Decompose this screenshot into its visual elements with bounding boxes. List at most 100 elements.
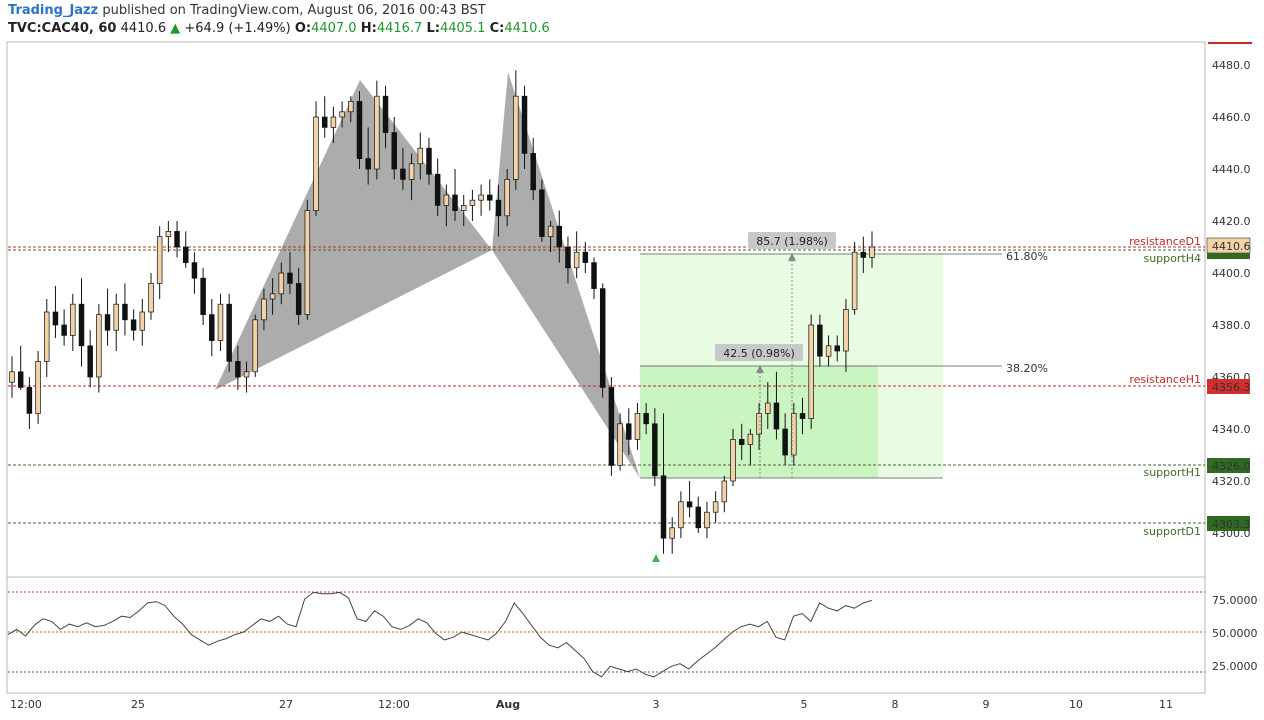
candle[interactable] bbox=[652, 423, 658, 477]
rsi-line[interactable] bbox=[7, 591, 873, 678]
price-axis[interactable]: 4480.0 4460.0 4440.0 4420.0 4400.0 4380.… bbox=[1212, 59, 1251, 540]
candle[interactable] bbox=[330, 116, 337, 128]
candle[interactable] bbox=[808, 324, 814, 419]
candle[interactable] bbox=[521, 95, 528, 154]
candle[interactable] bbox=[226, 303, 232, 362]
candle[interactable] bbox=[139, 311, 146, 331]
candle[interactable] bbox=[261, 298, 267, 321]
candle[interactable] bbox=[9, 371, 15, 383]
candle[interactable] bbox=[217, 303, 224, 341]
candle[interactable] bbox=[52, 311, 59, 326]
candle[interactable] bbox=[539, 189, 545, 237]
candle[interactable] bbox=[460, 205, 467, 211]
candle[interactable] bbox=[400, 168, 406, 180]
candle[interactable] bbox=[87, 345, 93, 378]
candle[interactable] bbox=[678, 501, 684, 529]
candle[interactable] bbox=[643, 413, 649, 425]
candle[interactable] bbox=[104, 314, 111, 331]
candle[interactable] bbox=[634, 413, 641, 440]
candle[interactable] bbox=[478, 194, 484, 201]
candle[interactable] bbox=[626, 423, 632, 440]
candle[interactable] bbox=[339, 111, 345, 118]
candle[interactable] bbox=[573, 251, 580, 269]
candle[interactable] bbox=[556, 225, 563, 248]
measure-big-box[interactable] bbox=[748, 232, 836, 249]
candle[interactable] bbox=[209, 314, 215, 341]
candle[interactable] bbox=[200, 277, 206, 315]
candle[interactable] bbox=[860, 251, 867, 258]
measure-small-box[interactable] bbox=[715, 344, 803, 361]
candle[interactable] bbox=[469, 199, 476, 206]
candle[interactable] bbox=[130, 319, 137, 331]
candle[interactable] bbox=[365, 158, 371, 170]
candle[interactable] bbox=[487, 194, 493, 201]
candle[interactable] bbox=[582, 251, 589, 263]
candle[interactable] bbox=[712, 501, 719, 513]
candle[interactable] bbox=[834, 345, 840, 352]
candle[interactable] bbox=[287, 272, 293, 284]
symbol-label[interactable]: TVC:CAC40, 60 bbox=[8, 21, 117, 36]
candle[interactable] bbox=[704, 511, 710, 529]
candle[interactable] bbox=[269, 293, 276, 300]
candle[interactable] bbox=[374, 95, 380, 170]
candle[interactable] bbox=[669, 527, 675, 539]
candle[interactable] bbox=[382, 95, 389, 133]
candle[interactable] bbox=[304, 210, 311, 315]
candle[interactable] bbox=[182, 246, 189, 263]
candle[interactable] bbox=[96, 314, 102, 378]
candle[interactable] bbox=[738, 439, 745, 445]
author-link[interactable]: Trading_Jazz bbox=[8, 3, 99, 18]
candle[interactable] bbox=[747, 433, 754, 445]
candle[interactable] bbox=[408, 163, 415, 180]
candle[interactable] bbox=[243, 371, 250, 378]
candle[interactable] bbox=[443, 194, 450, 206]
candle[interactable] bbox=[773, 402, 780, 430]
candle[interactable] bbox=[817, 324, 823, 357]
candle[interactable] bbox=[869, 246, 875, 258]
candle[interactable] bbox=[295, 283, 302, 315]
candle[interactable] bbox=[191, 262, 198, 279]
candle[interactable] bbox=[730, 439, 736, 482]
candle[interactable] bbox=[174, 231, 180, 248]
candle[interactable] bbox=[70, 303, 76, 336]
time-axis[interactable]: 12:00 25 27 12:00 Aug 3 5 8 9 10 11 bbox=[10, 698, 1173, 711]
candle[interactable] bbox=[825, 345, 832, 357]
candle[interactable] bbox=[35, 361, 41, 414]
candle[interactable] bbox=[426, 147, 432, 175]
candle[interactable] bbox=[504, 179, 510, 217]
candle[interactable] bbox=[391, 132, 397, 170]
candle[interactable] bbox=[513, 95, 519, 180]
candle[interactable] bbox=[165, 231, 172, 237]
candle[interactable] bbox=[495, 199, 502, 217]
candle[interactable] bbox=[686, 501, 693, 508]
candle[interactable] bbox=[565, 246, 571, 269]
candle[interactable] bbox=[26, 387, 33, 414]
candle[interactable] bbox=[591, 262, 597, 289]
candle[interactable] bbox=[452, 194, 458, 211]
candle[interactable] bbox=[44, 311, 50, 362]
candle[interactable] bbox=[356, 101, 363, 159]
candle[interactable] bbox=[547, 225, 554, 237]
candle[interactable] bbox=[156, 236, 163, 284]
candle[interactable] bbox=[122, 303, 128, 321]
candle[interactable] bbox=[313, 116, 319, 211]
candle[interactable] bbox=[252, 319, 258, 373]
candle[interactable] bbox=[530, 153, 536, 191]
candle[interactable] bbox=[851, 251, 858, 310]
candle[interactable] bbox=[721, 480, 728, 503]
candle[interactable] bbox=[799, 413, 806, 419]
candle[interactable] bbox=[599, 288, 606, 388]
candle[interactable] bbox=[113, 303, 119, 331]
candle[interactable] bbox=[608, 387, 615, 466]
candle[interactable] bbox=[278, 272, 285, 295]
candle[interactable] bbox=[78, 303, 85, 347]
candle[interactable] bbox=[61, 324, 67, 336]
candle[interactable] bbox=[148, 283, 154, 313]
candle[interactable] bbox=[660, 475, 667, 539]
candle[interactable] bbox=[843, 309, 849, 352]
candle[interactable] bbox=[782, 428, 788, 456]
candle[interactable] bbox=[17, 371, 24, 388]
candle[interactable] bbox=[417, 147, 424, 165]
candle[interactable] bbox=[756, 413, 762, 435]
